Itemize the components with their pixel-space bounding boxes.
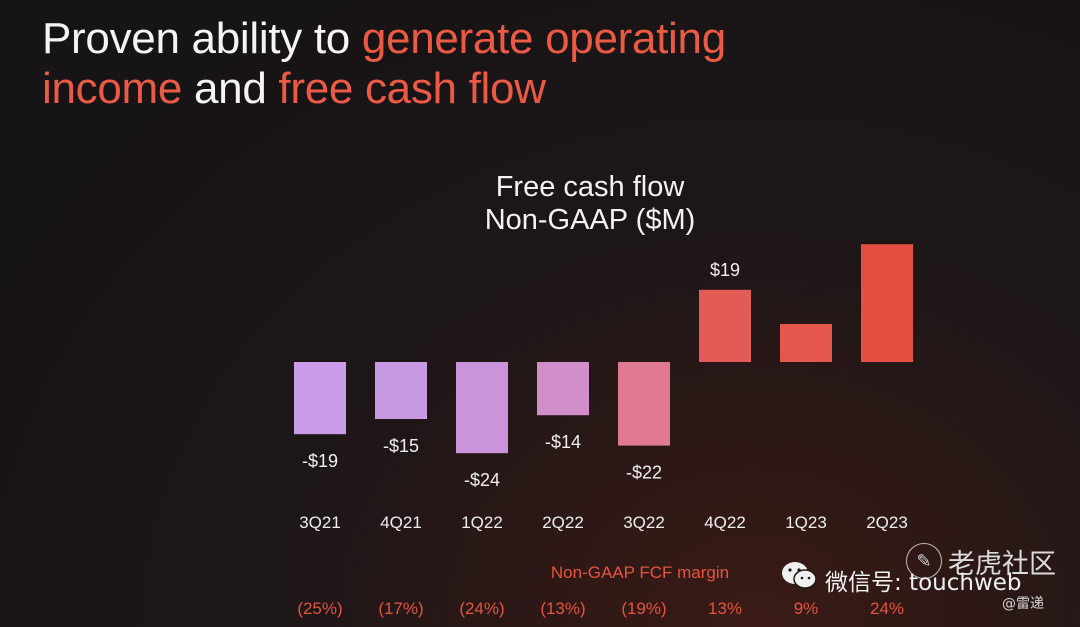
margin-value-3Q21: (25%) [297, 599, 342, 618]
watermark-logo-icon: ✎ [906, 543, 942, 579]
value-label-3Q22: -$22 [626, 463, 662, 483]
margin-value-4Q22: 13% [708, 599, 742, 618]
headline-part-1: Proven ability to [42, 14, 362, 63]
category-label-4Q21: 4Q21 [380, 513, 422, 532]
category-label-1Q22: 1Q22 [461, 513, 503, 532]
category-label-1Q23: 1Q23 [785, 513, 827, 532]
value-label-3Q21: -$19 [302, 451, 338, 471]
bar-1Q22 [456, 362, 508, 454]
margin-value-1Q23: 9% [794, 599, 819, 618]
headline: Proven ability to generate operating inco… [42, 14, 942, 114]
watermark-wechat-id: 微信号: touchweb [825, 570, 1022, 596]
margin-value-4Q21: (17%) [378, 599, 423, 618]
category-label-3Q22: 3Q22 [623, 513, 665, 532]
headline-part-2: generate operating [361, 14, 726, 63]
bar-4Q21 [375, 362, 427, 419]
headline-part-5: free cash flow [278, 64, 546, 113]
headline-part-3: income [42, 64, 183, 113]
category-label-4Q22: 4Q22 [704, 513, 746, 532]
margin-value-2Q23: 24% [870, 599, 904, 618]
margin-title: Non-GAAP FCF margin [550, 563, 730, 582]
bar-2Q23 [861, 244, 913, 362]
bar-3Q21 [294, 362, 346, 435]
value-label-4Q22: $19 [710, 260, 740, 280]
headline-part-4: and [182, 64, 279, 113]
watermark-brand: 老虎社区 [948, 549, 1056, 580]
bar-3Q22 [618, 362, 670, 446]
margin-value-1Q22: (24%) [459, 599, 504, 618]
chart-title: Free cash flow [495, 171, 685, 203]
bar-4Q22 [699, 289, 751, 362]
margin-value-2Q22: (13%) [540, 599, 585, 618]
watermark-sub: @雷递 [1002, 596, 1044, 612]
value-label-1Q22: -$24 [464, 470, 500, 490]
value-label-2Q22: -$14 [545, 432, 581, 452]
margin-value-3Q22: (19%) [621, 599, 666, 618]
category-label-2Q23: 2Q23 [866, 513, 908, 532]
value-label-4Q21: -$15 [383, 436, 419, 456]
category-label-2Q22: 2Q22 [542, 513, 584, 532]
wechat-icon [782, 562, 817, 589]
bar-2Q22 [537, 362, 589, 416]
chart-subtitle: Non-GAAP ($M) [484, 204, 696, 236]
bar-1Q23 [780, 324, 832, 362]
category-label-3Q21: 3Q21 [299, 513, 341, 532]
